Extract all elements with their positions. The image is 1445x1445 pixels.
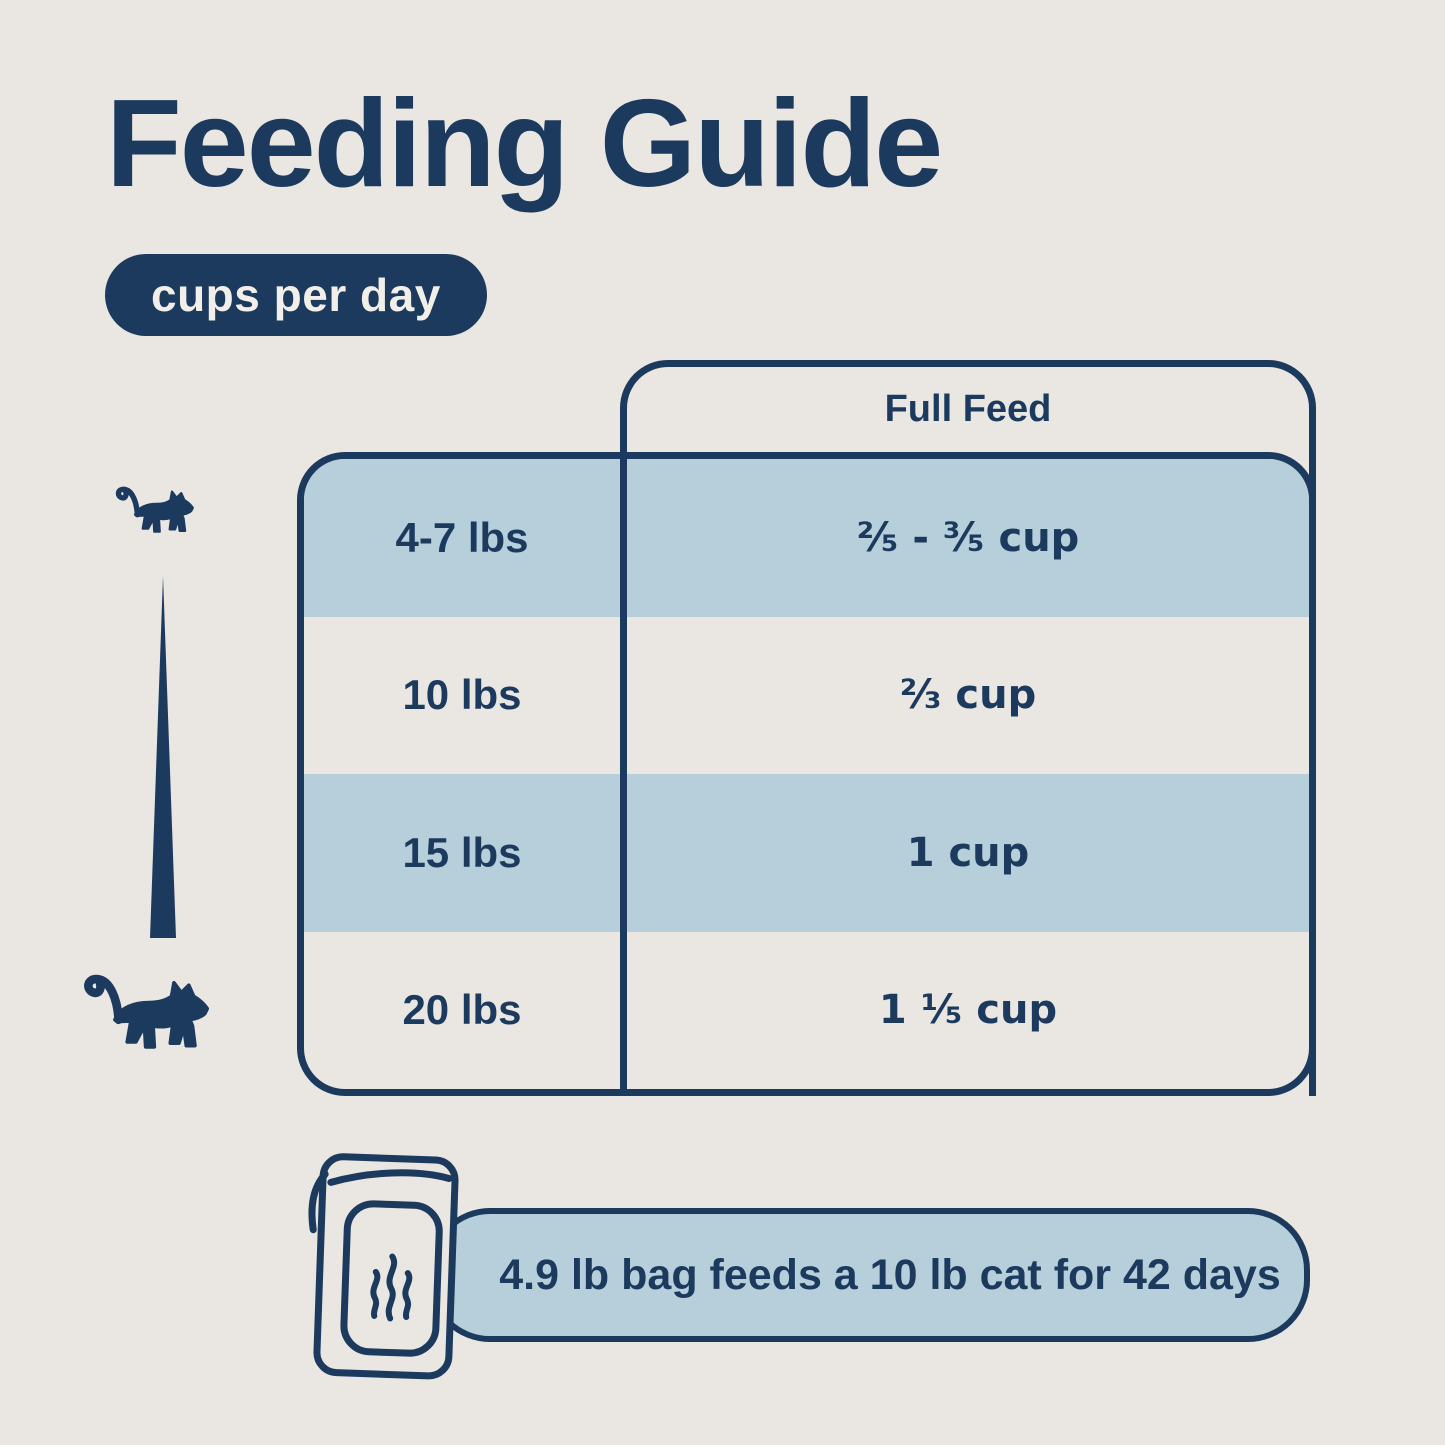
column-header: Full Feed xyxy=(884,388,1052,430)
amount-cell: 1 ¹⁄₅ cup xyxy=(878,987,1058,1034)
large-cat-icon xyxy=(78,964,238,1078)
bag-note-banner: 4.9 lb bag feeds a 10 lb cat for 42 days xyxy=(428,1208,1310,1342)
table-row: 10 lbs ²⁄₃ cup xyxy=(304,617,1309,775)
cups-per-day-badge: cups per day xyxy=(105,254,487,336)
table-row: 20 lbs 1 ¹⁄₅ cup xyxy=(304,932,1309,1090)
bag-note-text: 4.9 lb bag feeds a 10 lb cat for 42 days xyxy=(499,1250,1281,1299)
weight-cell: 20 lbs xyxy=(402,986,522,1034)
table-row: 15 lbs 1 cup xyxy=(304,774,1309,932)
feeding-table: 4-7 lbs ²⁄₅ - ³⁄₅ cup 10 lbs ²⁄₃ cup 15 lbs 1… xyxy=(297,452,1316,1096)
food-bag-icon xyxy=(308,1153,459,1380)
bag-fold-line xyxy=(308,1170,329,1234)
small-cat-icon xyxy=(112,480,212,551)
page-title: Feeding Guide xyxy=(106,75,943,213)
table-row: 4-7 lbs ²⁄₅ - ³⁄₅ cup xyxy=(304,459,1309,617)
weight-cell: 15 lbs xyxy=(402,828,522,876)
weight-scale-pointer-icon xyxy=(150,576,176,938)
steam-icon xyxy=(370,1253,413,1322)
badge-label: cups per day xyxy=(151,269,441,321)
amount-cell: ²⁄₃ cup xyxy=(899,672,1037,719)
bag-top-crease xyxy=(327,1169,453,1186)
amount-cell: 1 cup xyxy=(906,829,1030,876)
bag-panel xyxy=(340,1200,443,1357)
weight-cell: 4-7 lbs xyxy=(395,513,529,561)
amount-cell: ²⁄₅ - ³⁄₅ cup xyxy=(856,514,1080,561)
weight-cell: 10 lbs xyxy=(402,671,522,719)
